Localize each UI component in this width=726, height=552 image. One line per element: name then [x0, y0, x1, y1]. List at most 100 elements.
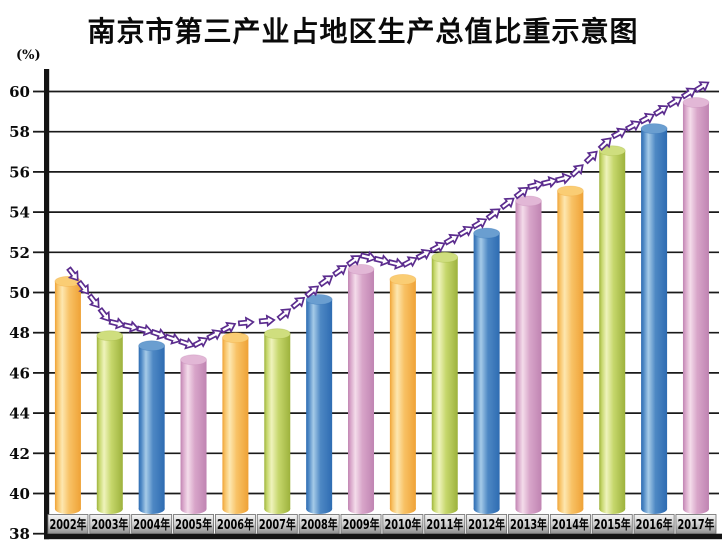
- bar-2017年: [682, 97, 710, 514]
- trend-arrow-icon: [288, 293, 308, 312]
- trend-arrow-icon: [108, 316, 127, 331]
- bar-2003年: [96, 330, 124, 514]
- x-tick-box: [549, 514, 591, 534]
- y-tick-label: 48: [9, 324, 30, 342]
- x-axis-line: [44, 533, 722, 540]
- bar-2011年: [431, 251, 459, 514]
- bar-2002年: [54, 276, 82, 514]
- bar-2013年: [515, 195, 542, 514]
- y-tick-label: 42: [9, 445, 30, 463]
- y-tick-label: 54: [9, 204, 30, 222]
- bar-top-ellipse: [598, 145, 626, 157]
- trend-arrow-icon: [316, 271, 336, 290]
- x-tick-label: 2005年: [175, 517, 212, 533]
- bar-2008年: [305, 294, 333, 514]
- x-tick-label: 2006年: [217, 517, 254, 533]
- bar-2014年: [556, 185, 584, 514]
- bar-2004年: [138, 340, 166, 514]
- x-tick-box: [508, 514, 549, 534]
- y-tick-label: 60: [9, 83, 30, 101]
- bar-top-ellipse: [347, 263, 375, 275]
- x-tick-label: 2015年: [594, 517, 631, 533]
- bar-top-ellipse: [222, 332, 249, 344]
- bar-2010年: [389, 274, 417, 514]
- x-tick-label: 2004年: [133, 517, 170, 533]
- trend-arrow-icon: [568, 160, 587, 180]
- chart-title: 南京市第三产业占地区生产总值比重示意图: [87, 17, 639, 48]
- x-tick-box: [214, 514, 256, 534]
- y-axis-unit-label: (%): [16, 48, 41, 63]
- bar-top-ellipse: [431, 251, 459, 263]
- bar-top-ellipse: [473, 227, 501, 239]
- bar-2006年: [222, 332, 249, 514]
- trend-arrow-icon: [258, 314, 276, 327]
- x-tick-label: 2003年: [91, 517, 128, 533]
- x-tick-label: 2016年: [636, 517, 673, 533]
- trend-arrow-icon: [526, 178, 545, 193]
- bar-2005年: [180, 354, 207, 514]
- bar-top-ellipse: [180, 354, 207, 366]
- trend-arrow-icon: [484, 204, 504, 223]
- bar-top-ellipse: [305, 294, 333, 305]
- x-tick-box: [47, 514, 89, 534]
- y-tick-label: 40: [9, 485, 30, 503]
- x-tick-box: [591, 514, 633, 534]
- x-tick-label: 2002年: [50, 517, 87, 533]
- bar-top-ellipse: [138, 340, 166, 352]
- x-tick-box: [675, 514, 717, 534]
- trend-arrow-icon: [651, 101, 671, 119]
- bar-2012年: [473, 227, 501, 514]
- y-tick-label: 44: [9, 405, 30, 423]
- x-tick-label: 2017年: [678, 517, 715, 533]
- y-tick-label: 58: [9, 123, 30, 141]
- y-tick-label: 50: [9, 284, 30, 302]
- bar-top-ellipse: [389, 274, 417, 285]
- trend-arrow-icon: [540, 174, 559, 190]
- bar-2007年: [263, 328, 291, 514]
- trend-arrow-icon: [330, 261, 350, 280]
- trend-arrow-icon: [665, 92, 685, 111]
- trend-arrow-icon: [373, 253, 392, 268]
- bar-2015年: [598, 145, 626, 514]
- x-tick-label: 2014年: [552, 517, 589, 533]
- y-tick-label: 52: [9, 244, 30, 262]
- bar-top-ellipse: [640, 123, 668, 135]
- x-tick-box: [633, 514, 675, 534]
- x-tick-box: [466, 514, 508, 534]
- trend-arrow-icon: [442, 230, 462, 248]
- bar-2009年: [347, 263, 375, 514]
- trend-arrow-icon: [274, 304, 294, 323]
- x-tick-label: 2010年: [384, 517, 421, 533]
- trend-arrow-icon: [135, 322, 154, 338]
- trend-arrow-icon: [554, 171, 573, 186]
- x-tick-box: [340, 514, 382, 534]
- x-tick-label: 2012年: [468, 517, 505, 533]
- bar-top-ellipse: [515, 195, 542, 207]
- x-tick-box: [173, 514, 214, 534]
- x-tick-box: [256, 514, 298, 534]
- x-tick-box: [89, 514, 131, 534]
- trend-arrow-icon: [237, 316, 255, 329]
- trend-arrow-icon: [387, 256, 406, 271]
- bar-top-ellipse: [96, 330, 124, 342]
- bar-top-ellipse: [556, 185, 584, 197]
- x-tick-label: 2009年: [343, 517, 380, 533]
- bar-top-ellipse: [682, 97, 710, 108]
- x-tick-label: 2013年: [510, 517, 547, 533]
- x-tick-box: [131, 514, 173, 534]
- trend-arrow-icon: [121, 319, 140, 334]
- x-tick-box: [382, 514, 424, 534]
- trend-arrow-icon: [85, 291, 104, 312]
- x-tick-box: [424, 514, 466, 534]
- trend-arrow-icon: [582, 147, 601, 167]
- x-tick-label: 2008年: [301, 517, 338, 533]
- x-tick-label: 2011年: [426, 517, 463, 533]
- bar-top-ellipse: [263, 328, 291, 340]
- y-axis-line: [44, 69, 50, 540]
- bar-2016年: [640, 123, 668, 514]
- y-tick-label: 56: [9, 163, 30, 181]
- x-tick-label: 2007年: [259, 517, 296, 533]
